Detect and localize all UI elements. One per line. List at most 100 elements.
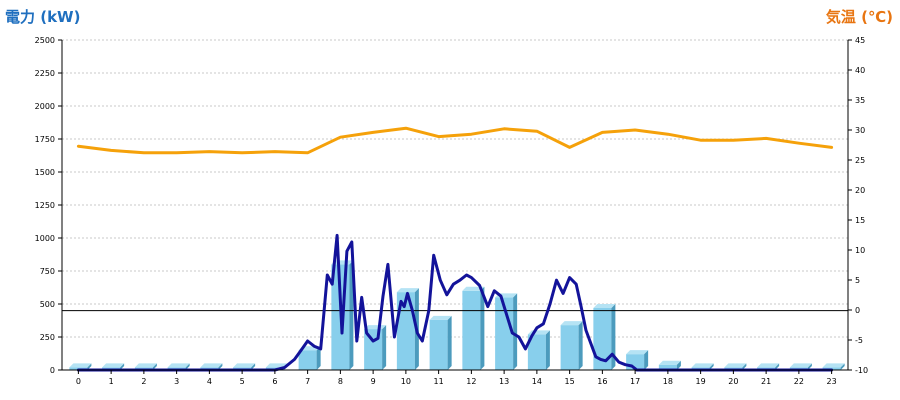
x-tick-label: 2 [141, 377, 146, 386]
bar-top [626, 350, 649, 355]
right-tick-label: 15 [855, 216, 865, 225]
bar-top [331, 260, 354, 265]
bar-front [495, 297, 514, 370]
bar [527, 330, 550, 370]
x-tick-label: 20 [728, 377, 738, 386]
bar-top [200, 363, 223, 368]
bar-top [134, 363, 157, 368]
bar-top [658, 360, 681, 365]
bar-front [462, 290, 481, 370]
right-tick-label: 30 [855, 126, 865, 135]
right-tick-label: 0 [855, 306, 860, 315]
x-tick-label: 12 [466, 377, 476, 386]
x-tick-label: 19 [696, 377, 706, 386]
bar-top [789, 363, 812, 368]
bar [593, 303, 616, 370]
x-tick-label: 15 [565, 377, 575, 386]
x-tick-label: 17 [630, 377, 640, 386]
left-axis-title: 電力 (kW) [5, 8, 80, 26]
temperature-line [76, 126, 834, 155]
left-tick-label: 1000 [35, 234, 55, 243]
bar-front [396, 292, 415, 370]
left-tick-label: 2000 [35, 102, 55, 111]
left-tick-label: 1750 [35, 135, 55, 144]
left-tick-label: 1250 [35, 201, 55, 210]
bar-side [316, 346, 321, 370]
bar-side [840, 363, 845, 370]
left-tick-label: 250 [40, 333, 55, 342]
bar-top [233, 363, 256, 368]
bar-side [578, 321, 583, 370]
bar-top [757, 363, 780, 368]
bar-side [152, 363, 157, 370]
bar-side [676, 360, 681, 370]
left-tick-label: 750 [40, 267, 55, 276]
bar-top [69, 363, 92, 368]
bar-top [396, 288, 419, 293]
right-tick-label: 40 [855, 66, 865, 75]
bar [364, 325, 387, 370]
right-axis-title: 気温 (℃) [826, 8, 893, 26]
x-tick-label: 8 [338, 377, 343, 386]
bar-side [447, 315, 452, 370]
bar-side [87, 363, 92, 370]
x-tick-label: 6 [272, 377, 277, 386]
bar-top [724, 363, 747, 368]
left-tick-label: 2500 [35, 36, 55, 45]
x-tick-label: 16 [597, 377, 607, 386]
left-tick-label: 0 [50, 366, 55, 375]
bar-side [611, 303, 616, 370]
left-tick-label: 2250 [35, 69, 55, 78]
x-tick-label: 1 [109, 377, 114, 386]
bar-top [560, 321, 583, 326]
right-tick-label: 20 [855, 186, 865, 195]
grid [62, 39, 848, 338]
line-series [76, 126, 834, 372]
bar-side [382, 325, 387, 370]
bar [560, 321, 583, 370]
left-tick-label: 500 [40, 300, 55, 309]
bar-side [513, 293, 518, 370]
power-line [76, 233, 834, 372]
bar-side [807, 363, 812, 370]
right-tick-label: 5 [855, 276, 860, 285]
bar-side [742, 363, 747, 370]
x-tick-label: 11 [434, 377, 444, 386]
bar-front [658, 364, 677, 370]
bar-side [480, 286, 485, 370]
x-tick-label: 22 [794, 377, 804, 386]
right-tick-label: -10 [855, 366, 868, 375]
bar [495, 293, 518, 370]
x-tick-label: 5 [240, 377, 245, 386]
bar-side [709, 363, 714, 370]
bar-side [545, 330, 550, 370]
right-tick-label: 10 [855, 246, 865, 255]
x-tick-label: 9 [371, 377, 376, 386]
x-tick-label: 4 [207, 377, 212, 386]
bar-side [120, 363, 125, 370]
bar-side [644, 350, 649, 370]
x-tick-label: 10 [401, 377, 411, 386]
bar-side [251, 363, 256, 370]
bar [429, 315, 452, 370]
bar [462, 286, 485, 370]
x-tick-label: 0 [76, 377, 81, 386]
bar-top [429, 315, 452, 320]
bar-series [69, 260, 845, 370]
bar-side [775, 363, 780, 370]
bar-side [185, 363, 190, 370]
bar-front [560, 325, 579, 370]
x-tick-label: 23 [827, 377, 837, 386]
bar-top [102, 363, 125, 368]
bar-top [822, 363, 845, 368]
bar-front [298, 350, 317, 370]
x-tick-label: 13 [499, 377, 509, 386]
bar-front [593, 307, 612, 370]
bar [298, 346, 321, 370]
x-tick-label: 7 [305, 377, 310, 386]
bar-top [691, 363, 714, 368]
bar-top [462, 286, 485, 291]
bar-side [349, 260, 354, 370]
bar-top [167, 363, 190, 368]
